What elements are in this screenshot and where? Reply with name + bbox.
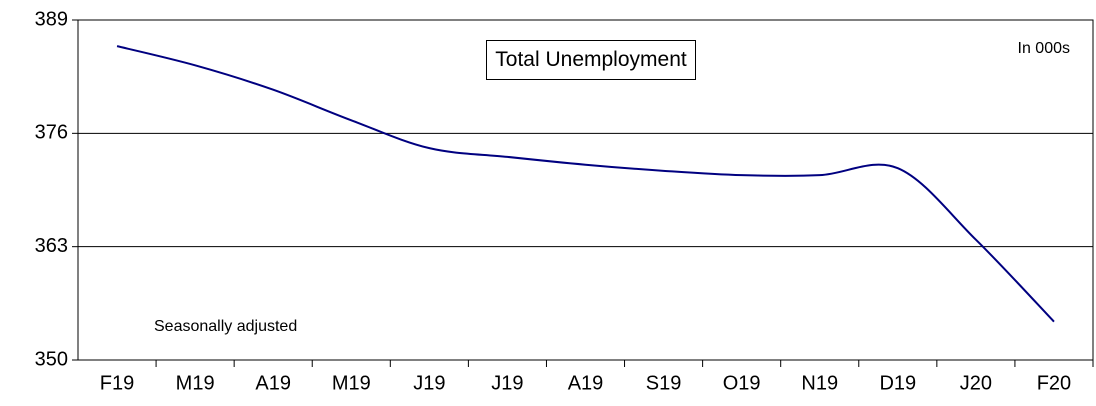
y-tick-label: 363 bbox=[35, 235, 68, 257]
y-tick-label: 350 bbox=[35, 348, 68, 370]
x-tick-label: J20 bbox=[960, 372, 992, 394]
x-tick-label: J19 bbox=[491, 372, 523, 394]
y-tick-label: 389 bbox=[35, 8, 68, 30]
x-tick-label: A19 bbox=[255, 372, 291, 394]
x-tick-label: N19 bbox=[801, 372, 838, 394]
x-tick-label: A19 bbox=[568, 372, 604, 394]
y-tick-label: 376 bbox=[35, 122, 68, 144]
chart-title: Total Unemployment bbox=[486, 40, 696, 80]
x-tick-label: M19 bbox=[332, 372, 371, 394]
adjustment-note: Seasonally adjusted bbox=[154, 318, 298, 335]
x-tick-label: S19 bbox=[646, 372, 682, 394]
unit-note: In 000s bbox=[1017, 40, 1070, 57]
x-tick-label: F20 bbox=[1037, 372, 1071, 394]
x-tick-label: F19 bbox=[100, 372, 134, 394]
x-tick-label: M19 bbox=[176, 372, 215, 394]
x-tick-label: J19 bbox=[413, 372, 445, 394]
line-series bbox=[116, 45, 1055, 323]
x-tick-label: D19 bbox=[879, 372, 916, 394]
x-tick-label: O19 bbox=[723, 372, 761, 394]
